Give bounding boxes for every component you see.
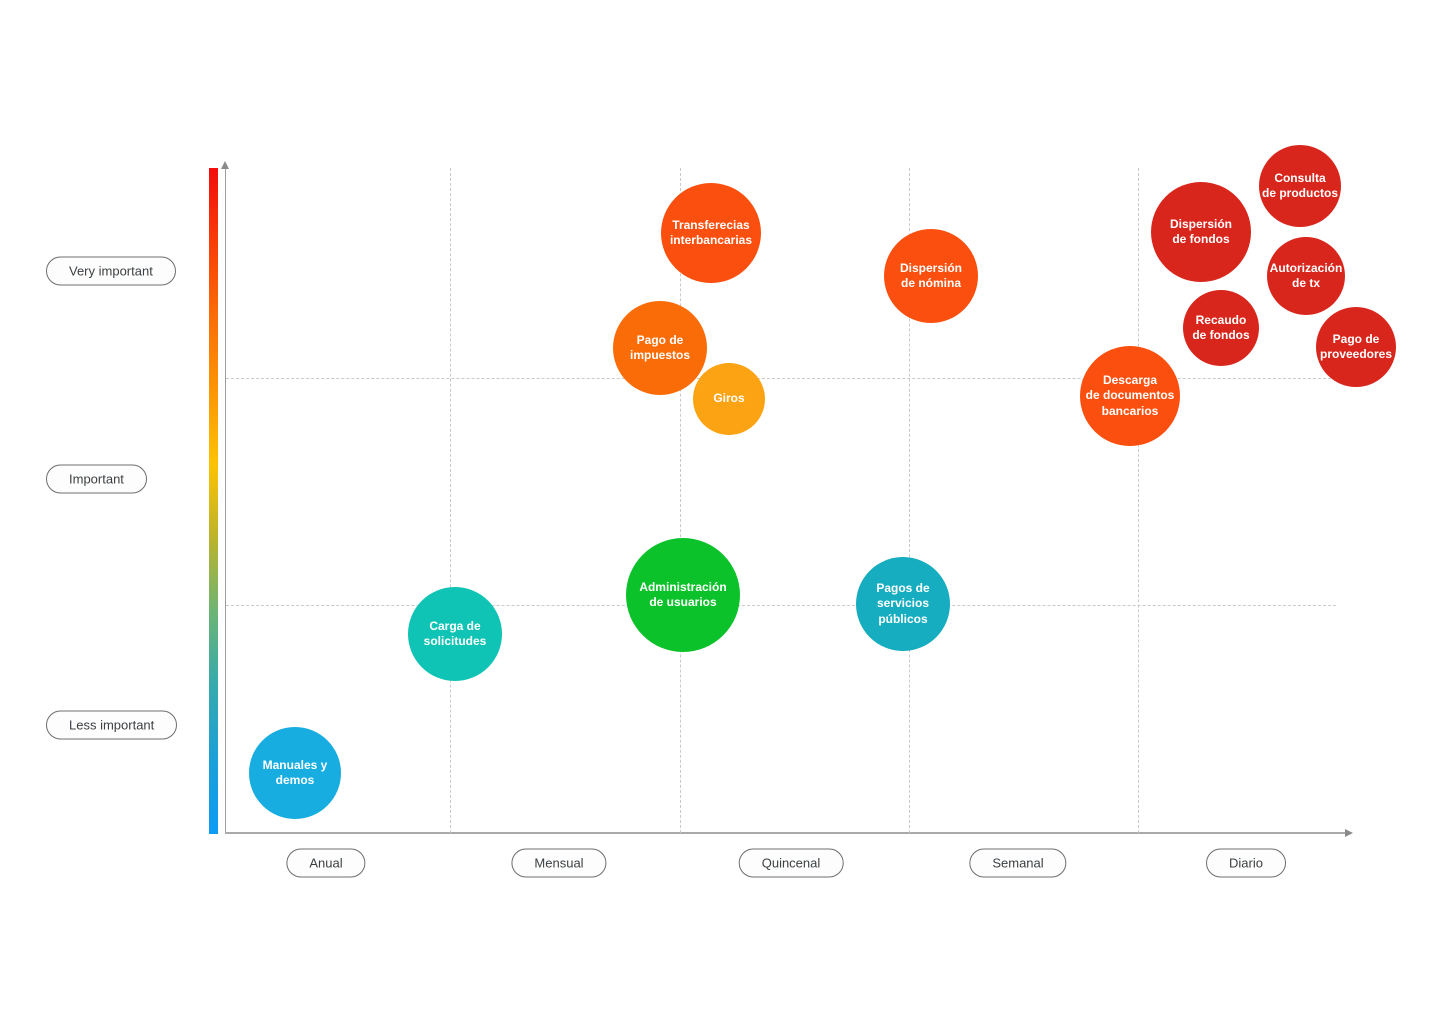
- gridline-vertical: [450, 168, 451, 833]
- bubble-pago-de-impuestos[interactable]: Pago de impuestos: [613, 301, 707, 395]
- bubble-label: Descarga de documentos bancarios: [1085, 373, 1175, 418]
- importance-label-very-important[interactable]: Very important: [46, 256, 176, 286]
- bubble-label: Autorización de tx: [1269, 260, 1343, 290]
- bubble-label: Dispersión de fondos: [1169, 216, 1232, 246]
- importance-label-less-important[interactable]: Less important: [46, 710, 178, 740]
- bubble-giros[interactable]: Giros: [693, 363, 765, 435]
- gridline-vertical: [680, 168, 681, 833]
- bubble-label: Giros: [713, 391, 745, 406]
- frequency-label-quincenal[interactable]: Quincenal: [738, 848, 844, 878]
- y-axis-line: [225, 168, 226, 834]
- bubble-pagos-de-servicios-publicos[interactable]: Pagos de servicios públicos: [856, 557, 950, 651]
- bubble-pago-de-proveedores[interactable]: Pago de proveedores: [1316, 307, 1396, 387]
- gridline-vertical: [909, 168, 910, 833]
- bubble-consulta-de-productos[interactable]: Consulta de productos: [1259, 145, 1341, 227]
- bubble-transferecias-interbancarias[interactable]: Transferecias interbancarias: [661, 183, 761, 283]
- x-axis-line: [225, 832, 1347, 834]
- bubble-autorizacion-de-tx[interactable]: Autorización de tx: [1267, 237, 1345, 315]
- bubble-label: Pagos de servicios públicos: [876, 581, 930, 626]
- frequency-label-anual[interactable]: Anual: [286, 848, 366, 878]
- bubble-label: Carga de solicitudes: [423, 618, 487, 648]
- bubble-label: Transferecias interbancarias: [669, 217, 753, 247]
- bubble-label: Pago de proveedores: [1319, 331, 1393, 361]
- importance-label-important[interactable]: Important: [46, 464, 147, 494]
- bubble-dispersion-de-fondos[interactable]: Dispersión de fondos: [1151, 182, 1251, 282]
- frequency-label-diario[interactable]: Diario: [1206, 848, 1286, 878]
- bubble-label: Administración de usuarios: [639, 579, 727, 609]
- y-axis-arrow-icon: [221, 161, 229, 169]
- bubble-manuales-y-demos[interactable]: Manuales y demos: [249, 727, 341, 819]
- gridline-vertical: [1138, 168, 1139, 833]
- bubble-administracion-de-usuarios[interactable]: Administración de usuarios: [626, 538, 740, 652]
- frequency-label-semanal[interactable]: Semanal: [969, 848, 1067, 878]
- bubble-label: Recaudo de fondos: [1192, 312, 1250, 342]
- bubble-label: Pago de impuestos: [629, 332, 690, 362]
- importance-gradient-bar: [209, 168, 218, 834]
- gridline-horizontal: [226, 378, 1336, 379]
- x-axis-arrow-icon: [1345, 828, 1353, 837]
- bubble-carga-de-solicitudes[interactable]: Carga de solicitudes: [408, 587, 502, 681]
- bubble-dispersion-de-nomina[interactable]: Dispersión de nómina: [884, 229, 978, 323]
- frequency-label-mensual[interactable]: Mensual: [511, 848, 607, 878]
- bubble-label: Manuales y demos: [262, 757, 328, 787]
- bubble-descarga-de-documentos-bancarios[interactable]: Descarga de documentos bancarios: [1080, 346, 1180, 446]
- bubble-recaudo-de-fondos[interactable]: Recaudo de fondos: [1183, 290, 1259, 366]
- bubble-label: Dispersión de nómina: [899, 260, 962, 290]
- gridline-horizontal: [226, 605, 1336, 606]
- bubble-label: Consulta de productos: [1261, 170, 1338, 200]
